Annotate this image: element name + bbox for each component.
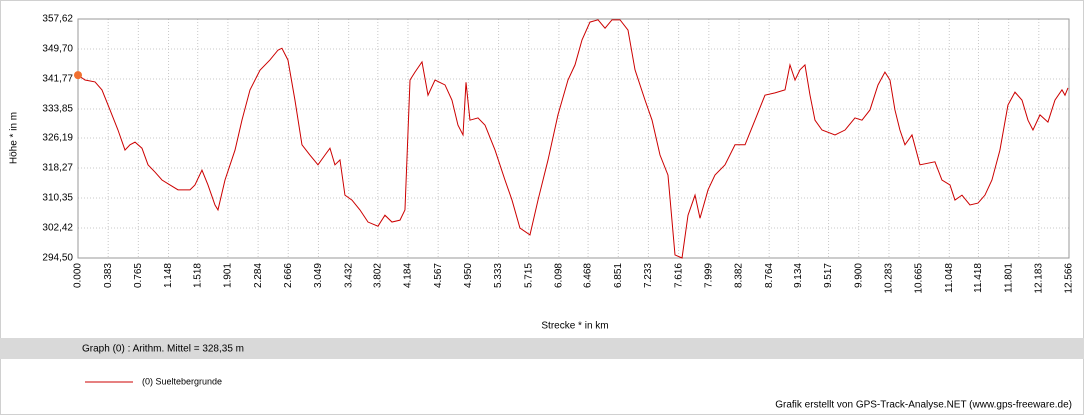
x-tick-label: 3.432	[343, 263, 354, 288]
x-tick-label: 5.715	[523, 263, 534, 288]
x-tick-label: 2.284	[253, 263, 264, 288]
x-tick-label: 8.764	[764, 263, 775, 288]
x-tick-label: 12.183	[1033, 263, 1044, 294]
legend-label: (0) Sueltebergrunde	[142, 376, 222, 386]
x-tick-label: 11.418	[973, 263, 984, 293]
credit: Grafik erstellt von GPS-Track-Analyse.NE…	[775, 400, 1072, 411]
x-tick-label: 10.283	[884, 263, 895, 294]
x-tick-label: 3.802	[372, 263, 383, 288]
x-tick-label: 4.567	[433, 263, 444, 288]
x-tick-label: 9.134	[793, 263, 804, 288]
y-tick-label: 349,70	[42, 44, 73, 55]
plot-border	[77, 18, 1070, 259]
y-tick-label: 341,77	[42, 74, 73, 85]
x-tick-label: 6.851	[613, 263, 624, 288]
x-tick-label: 1.148	[163, 263, 174, 288]
x-tick-label: 9.517	[823, 263, 834, 288]
x-tick-label: 0.000	[73, 263, 84, 288]
x-tick-label: 11.048	[944, 263, 955, 293]
y-tick-label: 310,35	[42, 193, 73, 204]
x-tick-label: 3.049	[313, 263, 324, 288]
x-tick-label: 0.765	[133, 263, 144, 288]
x-tick-label: 2.666	[283, 263, 294, 288]
x-tick-label: 6.468	[583, 263, 594, 288]
y-tick-label: 302,42	[42, 223, 73, 234]
x-tick-label: 1.901	[223, 263, 234, 288]
y-axis-label: Höhe * in m	[9, 112, 20, 164]
y-tick-label: 326,19	[42, 133, 73, 144]
y-tick-label: 333,85	[42, 104, 73, 115]
x-tick-label: 11.801	[1003, 263, 1014, 293]
x-tick-label: 7.999	[703, 263, 714, 288]
series-line	[77, 19, 1069, 259]
annotation: Graph (0) : Arithm. Mittel = 328,35 m	[82, 344, 244, 355]
x-tick-label: 0.383	[103, 263, 114, 288]
info-band	[0, 338, 1084, 359]
start-marker	[74, 71, 82, 80]
x-tick-label: 6.098	[554, 263, 565, 288]
x-tick-label: 7.616	[673, 263, 684, 288]
x-tick-label: 1.518	[192, 263, 203, 288]
y-tick-label: 318,27	[42, 163, 73, 174]
y-tick-label: 357,62	[42, 14, 73, 25]
x-tick-label: 5.333	[493, 263, 504, 288]
x-tick-label: 4.950	[463, 263, 474, 288]
x-axis-label: Strecke * in km	[541, 321, 608, 332]
x-tick-label: 10.665	[914, 263, 925, 294]
y-tick-label: 294,50	[42, 253, 73, 264]
x-tick-label: 12.566	[1064, 263, 1075, 294]
x-tick-label: 9.900	[853, 263, 864, 288]
x-tick-label: 4.184	[403, 263, 414, 288]
x-tick-label: 7.233	[643, 263, 654, 288]
x-tick-label: 8.382	[734, 263, 745, 288]
